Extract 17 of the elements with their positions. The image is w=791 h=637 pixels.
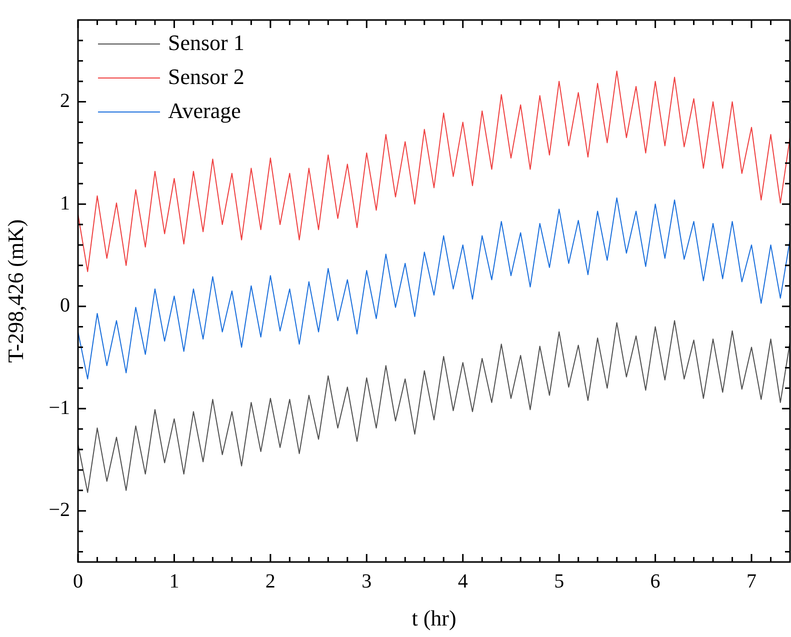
y-tick-label: 2 [60, 90, 70, 112]
x-tick-label: 2 [265, 570, 276, 592]
legend-label: Average [168, 98, 241, 123]
x-tick-label: 1 [169, 570, 180, 592]
x-tick-label: 5 [554, 570, 564, 592]
y-axis-title: T-298,426 (mK) [2, 219, 28, 363]
x-tick-label: 6 [650, 570, 660, 592]
x-tick-label: 3 [362, 570, 372, 592]
y-tick-label: −1 [48, 396, 70, 419]
x-tick-label: 7 [746, 570, 757, 592]
y-tick-label: 0 [60, 294, 70, 317]
y-tick-label: −2 [48, 499, 70, 522]
x-axis-title: t (hr) [412, 606, 456, 631]
legend-label: Sensor 1 [168, 30, 244, 55]
y-tick-label: 1 [60, 192, 70, 214]
x-tick-label: 4 [458, 570, 468, 592]
legend-label: Sensor 2 [168, 64, 244, 89]
